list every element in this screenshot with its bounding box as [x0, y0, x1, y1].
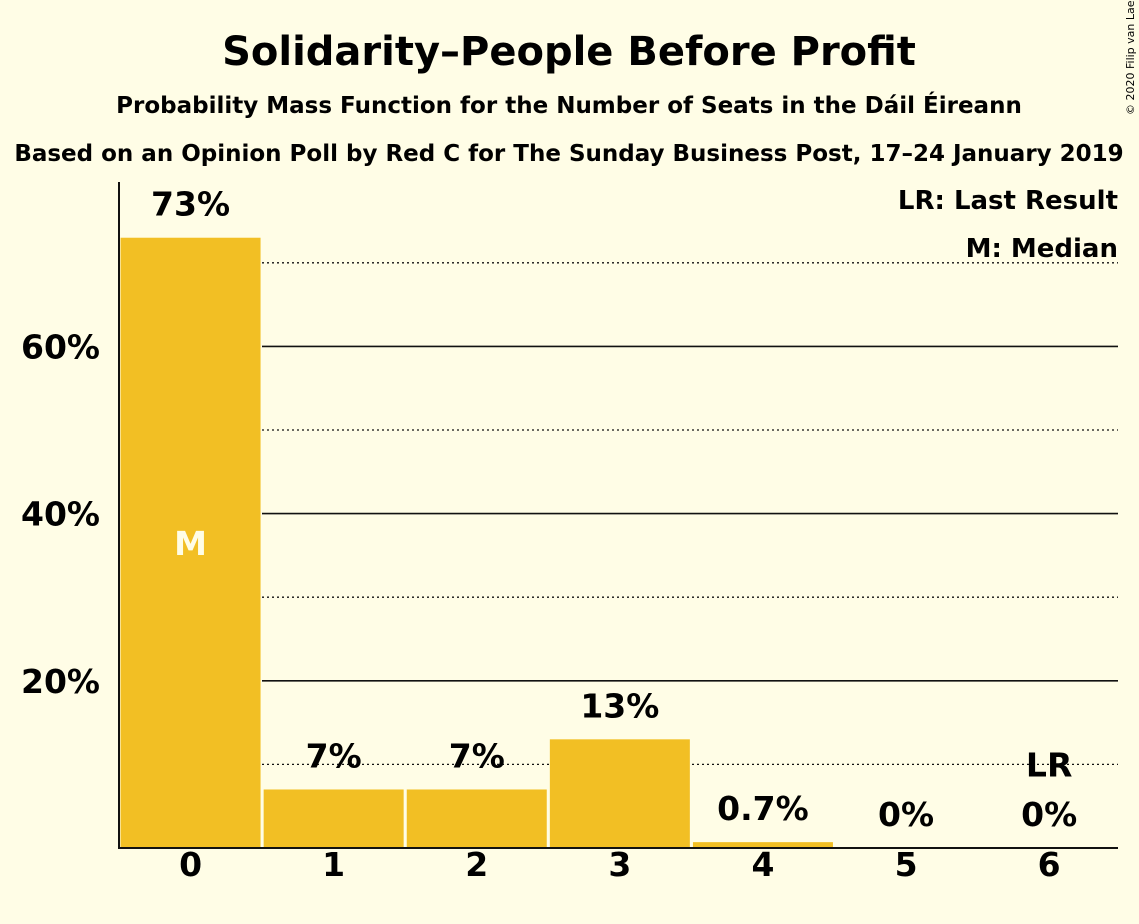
- x-tick-label: 6: [1038, 845, 1061, 884]
- legend-last-result: LR: Last Result: [898, 186, 1118, 216]
- x-tick-label: 0: [179, 845, 202, 884]
- median-marker: M: [174, 524, 207, 563]
- y-ticks: 20% 40% 60%: [21, 327, 100, 700]
- bar-value-label: 7%: [306, 736, 362, 775]
- y-tick-label: 60%: [21, 327, 100, 366]
- bar-3: [549, 739, 690, 848]
- x-tick-label: 3: [608, 845, 631, 884]
- copyright-text: © 2020 Filip van Laenen: [1124, 0, 1137, 115]
- bar-value-label: 0.7%: [717, 789, 809, 828]
- y-tick-label: 20%: [21, 662, 100, 701]
- x-tick-label: 2: [465, 845, 488, 884]
- bar-value-label: 0%: [1021, 795, 1077, 834]
- chart-subtitle-poll: Based on an Opinion Poll by Red C for Th…: [14, 141, 1123, 167]
- bars: [120, 237, 833, 849]
- y-tick-label: 40%: [21, 495, 100, 534]
- chart-title: Solidarity–People Before Profit: [222, 29, 916, 75]
- x-tick-label: 4: [751, 845, 774, 884]
- bar-value-label: 73%: [151, 185, 230, 224]
- x-ticks: 0 1 2 3 4 5 6: [179, 845, 1061, 884]
- bar-value-label: 13%: [580, 686, 659, 725]
- bar-2: [406, 789, 547, 848]
- bar-4: [692, 842, 833, 848]
- gridlines: [262, 262, 1118, 766]
- x-tick-label: 1: [322, 845, 345, 884]
- bar-labels: 73% 7% 7% 13% 0.7% 0% 0% M LR: [151, 185, 1077, 834]
- last-result-marker: LR: [1026, 745, 1072, 784]
- bar-value-label: 0%: [878, 795, 934, 834]
- chart-subtitle: Probability Mass Function for the Number…: [116, 91, 1022, 119]
- bar-1: [263, 789, 404, 848]
- bar-0: [120, 237, 261, 849]
- legend-median: M: Median: [966, 234, 1118, 264]
- x-tick-label: 5: [895, 845, 918, 884]
- bar-value-label: 7%: [449, 736, 505, 775]
